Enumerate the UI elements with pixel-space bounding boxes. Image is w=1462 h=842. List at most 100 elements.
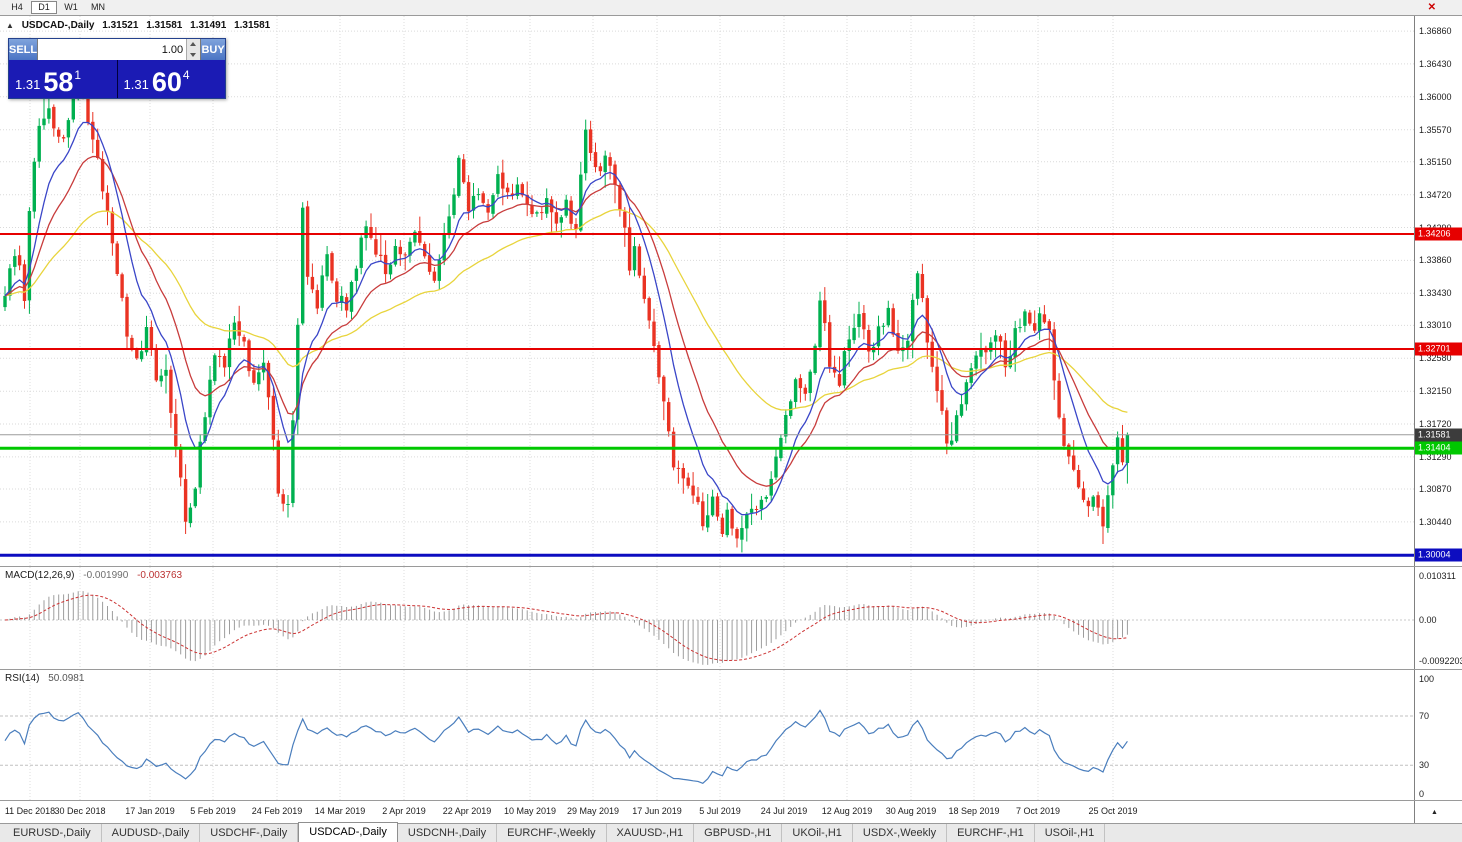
top-toolbar: H4 D1 W1 MN ✕ <box>0 0 1462 16</box>
date-axis: 11 Dec 2018 30 Dec 2018 17 Jan 2019 5 Fe… <box>0 801 1414 823</box>
current-price-badge: 1.31581 <box>1415 428 1462 442</box>
chart-high-value: 1.31581 <box>146 20 183 31</box>
price-tick-label: 1.35570 <box>1419 124 1452 135</box>
macd-chart[interactable] <box>0 567 1414 669</box>
chart-header: ▲ USDCAD-,Daily 1.31521 1.31581 1.31491 … <box>6 20 275 31</box>
timeframe-d1-button[interactable]: D1 <box>31 1 57 14</box>
date-axis-label: 14 Mar 2019 <box>314 806 366 816</box>
macd-axis-label: 0.010311 <box>1419 571 1456 581</box>
price-tick-label: 1.30440 <box>1419 516 1452 527</box>
level-price-badge: 1.34206 <box>1415 227 1462 241</box>
date-axis-label: 18 Sep 2019 <box>948 806 1000 816</box>
macd-axis-label: -0.0092203 <box>1419 656 1462 666</box>
tab-audusd-daily[interactable]: AUDUSD-,Daily <box>102 824 201 842</box>
tab-ukoil-h1[interactable]: UKOil-,H1 <box>782 824 853 842</box>
date-axis-label: 10 May 2019 <box>503 806 557 816</box>
tab-usdchf-daily[interactable]: USDCHF-,Daily <box>200 824 299 842</box>
trade-panel-toggle-icon[interactable]: ▲ <box>6 21 14 30</box>
sell-price-frac: 1 <box>74 68 82 82</box>
macd-main-value: -0.001990 <box>83 570 129 581</box>
tab-eurusd-daily[interactable]: EURUSD-,Daily <box>3 824 102 842</box>
tab-xauusd-h1[interactable]: XAUUSD-,H1 <box>607 824 695 842</box>
price-tick-label: 1.32580 <box>1419 353 1452 364</box>
chart-low-value: 1.31491 <box>190 20 227 31</box>
date-axis-label: 17 Jun 2019 <box>632 806 682 816</box>
tab-gbpusd-h1[interactable]: GBPUSD-,H1 <box>694 824 783 842</box>
price-tick-label: 1.34720 <box>1419 189 1452 200</box>
rsi-panel: RSI(14) 50.0981 100 70 30 0 <box>0 669 1462 800</box>
date-axis-label: 25 Oct 2019 <box>1088 806 1138 816</box>
level-price-badge: 1.32701 <box>1415 342 1462 356</box>
main-chart-panel: ▲ USDCAD-,Daily 1.31521 1.31581 1.31491 … <box>0 16 1462 566</box>
price-tick-label: 1.33430 <box>1419 288 1452 299</box>
buy-price-pips: 60 <box>151 67 182 97</box>
rsi-chart[interactable] <box>0 670 1414 800</box>
tab-usdcnh-daily[interactable]: USDCNH-,Daily <box>398 824 498 842</box>
date-axis-label: 17 Jan 2019 <box>125 806 175 816</box>
chart-close-button[interactable]: ✕ <box>1427 1 1436 13</box>
price-tick-label: 1.31720 <box>1419 419 1452 430</box>
date-axis-row: 11 Dec 2018 30 Dec 2018 17 Jan 2019 5 Fe… <box>0 800 1462 823</box>
macd-title: MACD(12,26,9) <box>5 570 75 581</box>
sell-price-pips: 58 <box>43 67 74 97</box>
price-tick-label: 1.33860 <box>1419 255 1452 266</box>
date-axis-label: 30 Aug 2019 <box>885 806 937 816</box>
volume-input[interactable] <box>38 39 187 60</box>
date-axis-label: 24 Jul 2019 <box>760 806 808 816</box>
macd-header: MACD(12,26,9) -0.001990 -0.003763 <box>5 570 182 581</box>
one-click-trading-panel: SELL BUY 1.31 58 1 <box>8 38 226 99</box>
candlestick-chart[interactable] <box>0 16 1414 566</box>
buy-price-frac: 4 <box>182 68 190 82</box>
date-axis-label: 11 Dec 2018 <box>4 806 56 816</box>
scroll-up-icon[interactable]: ▲ <box>1431 808 1438 816</box>
volume-decrease-button[interactable] <box>187 49 201 60</box>
rsi-axis-label: 0 <box>1419 789 1425 799</box>
tab-usdcad-daily[interactable]: USDCAD-,Daily <box>298 822 398 842</box>
price-tick-label: 1.36000 <box>1419 91 1452 102</box>
tab-usdx-weekly[interactable]: USDX-,Weekly <box>853 824 948 842</box>
rsi-axis: 100 70 30 0 <box>1414 670 1462 800</box>
rsi-value: 50.0981 <box>48 673 85 684</box>
tab-eurchf-h1[interactable]: EURCHF-,H1 <box>947 824 1035 842</box>
price-tick-label: 1.33010 <box>1419 320 1452 331</box>
sell-button[interactable]: SELL <box>9 39 38 60</box>
macd-panel: MACD(12,26,9) -0.001990 -0.003763 0.0103… <box>0 566 1462 669</box>
price-axis: 1.36860 1.36430 1.36000 1.35570 1.35150 1.347… <box>1414 16 1462 566</box>
timeframe-mn-button[interactable]: MN <box>85 1 111 14</box>
level-price-badge: 1.30004 <box>1415 548 1462 562</box>
date-axis-label: 30 Dec 2018 <box>54 806 106 816</box>
macd-signal-value: -0.003763 <box>137 570 183 581</box>
timeframe-h4-button[interactable]: H4 <box>4 1 30 14</box>
date-axis-label: 29 May 2019 <box>566 806 620 816</box>
volume-box <box>37 39 202 60</box>
date-axis-corner: ▲ <box>1414 801 1462 823</box>
chart-close-value: 1.31581 <box>234 20 271 31</box>
macd-axis: 0.010311 0.00 -0.0092203 <box>1414 567 1462 669</box>
chart-tab-bar: EURUSD-,Daily AUDUSD-,Daily USDCHF-,Dail… <box>0 822 1462 842</box>
buy-price-display[interactable]: 1.31 60 4 <box>117 60 225 98</box>
level-price-badge: 1.31404 <box>1415 441 1462 455</box>
chart-symbol-label: USDCAD-,Daily <box>21 20 95 31</box>
date-axis-label: 7 Oct 2019 <box>1015 806 1061 816</box>
sell-price-display[interactable]: 1.31 58 1 <box>9 60 117 98</box>
rsi-axis-label: 70 <box>1419 711 1430 721</box>
timeframe-w1-button[interactable]: W1 <box>58 1 84 14</box>
price-tick-label: 1.32150 <box>1419 386 1452 397</box>
volume-spinner <box>186 39 201 60</box>
volume-increase-button[interactable] <box>187 39 201 50</box>
tab-eurchf-weekly[interactable]: EURCHF-,Weekly <box>497 824 607 842</box>
price-tick-label: 1.36430 <box>1419 58 1452 69</box>
price-tick-label: 1.31290 <box>1419 451 1452 462</box>
macd-axis-label: 0.00 <box>1419 615 1437 625</box>
date-axis-label: 24 Feb 2019 <box>251 806 303 816</box>
tab-usoil-h1[interactable]: USOil-,H1 <box>1035 824 1106 842</box>
rsi-title: RSI(14) <box>5 673 40 684</box>
buy-button[interactable]: BUY <box>201 39 225 60</box>
rsi-chart-area[interactable]: RSI(14) 50.0981 <box>0 670 1414 800</box>
price-tick-label: 1.35150 <box>1419 156 1452 167</box>
macd-chart-area[interactable]: MACD(12,26,9) -0.001990 -0.003763 <box>0 567 1414 669</box>
rsi-axis-label: 30 <box>1419 760 1430 770</box>
date-axis-label: 2 Apr 2019 <box>382 806 426 816</box>
main-chart-area[interactable]: ▲ USDCAD-,Daily 1.31521 1.31581 1.31491 … <box>0 16 1414 566</box>
